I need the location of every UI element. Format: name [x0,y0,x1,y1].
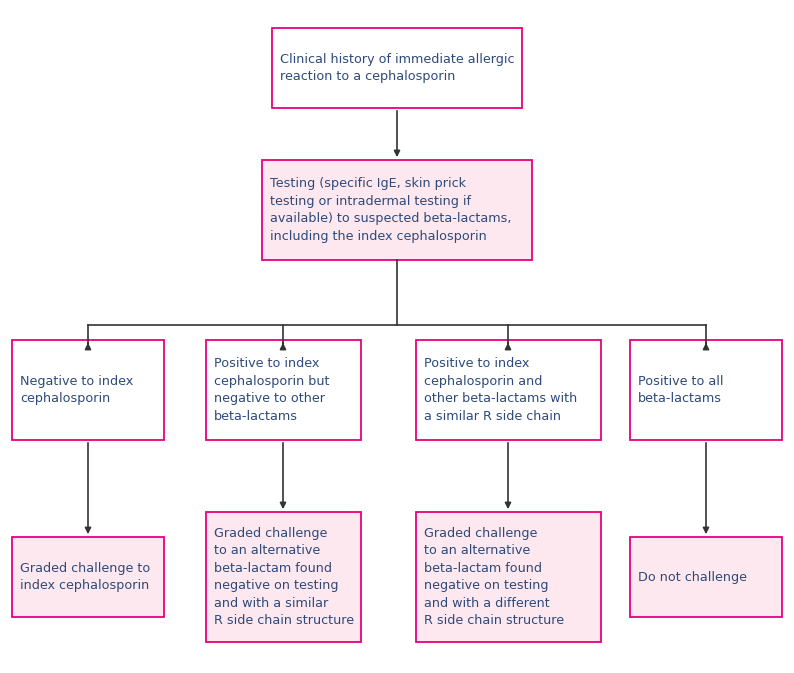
FancyBboxPatch shape [272,28,522,108]
Text: Positive to index
cephalosporin and
other beta-lactams with
a similar R side cha: Positive to index cephalosporin and othe… [423,357,576,423]
FancyBboxPatch shape [206,340,360,440]
FancyBboxPatch shape [206,512,360,642]
Text: Do not challenge: Do not challenge [638,571,747,583]
Text: Graded challenge
to an alternative
beta-lactam found
negative on testing
and wit: Graded challenge to an alternative beta-… [214,527,353,627]
Text: Testing (specific IgE, skin prick
testing or intradermal testing if
available) t: Testing (specific IgE, skin prick testin… [270,177,511,243]
FancyBboxPatch shape [630,537,782,617]
FancyBboxPatch shape [12,340,164,440]
FancyBboxPatch shape [415,512,600,642]
Text: Clinical history of immediate allergic
reaction to a cephalosporin: Clinical history of immediate allergic r… [280,52,515,83]
FancyBboxPatch shape [12,537,164,617]
Text: Positive to index
cephalosporin but
negative to other
beta-lactams: Positive to index cephalosporin but nega… [214,357,329,423]
FancyBboxPatch shape [415,340,600,440]
FancyBboxPatch shape [262,160,532,260]
Text: Graded challenge
to an alternative
beta-lactam found
negative on testing
and wit: Graded challenge to an alternative beta-… [423,527,564,627]
FancyBboxPatch shape [630,340,782,440]
Text: Positive to all
beta-lactams: Positive to all beta-lactams [638,375,723,405]
Text: Negative to index
cephalosporin: Negative to index cephalosporin [20,375,133,405]
Text: Graded challenge to
index cephalosporin: Graded challenge to index cephalosporin [20,562,150,592]
